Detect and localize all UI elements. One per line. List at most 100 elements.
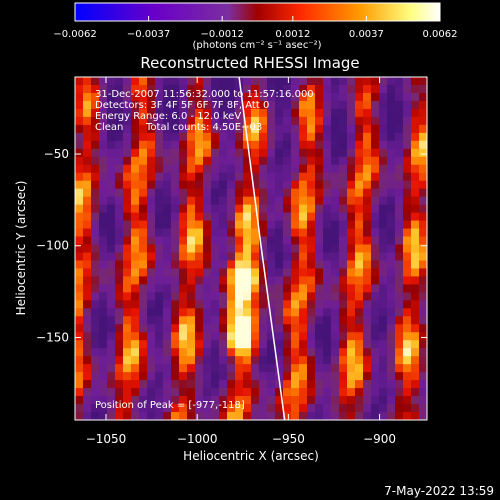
heatmap-cell [163, 412, 172, 420]
heatmap-cell [155, 316, 164, 325]
heatmap-cell [299, 100, 308, 110]
heatmap-cell [139, 148, 148, 158]
heatmap-cell [227, 284, 236, 293]
heatmap-cell [211, 204, 220, 214]
heatmap-cell [323, 316, 332, 325]
heatmap-cell [147, 244, 156, 254]
heatmap-cell [187, 84, 196, 94]
heatmap-cell [243, 372, 252, 381]
heatmap-cell [147, 204, 156, 214]
heatmap-cell [331, 412, 340, 420]
heatmap-cell [203, 276, 212, 285]
heatmap-cell [163, 332, 172, 341]
heatmap-cell [131, 396, 140, 405]
heatmap-cell [403, 228, 412, 238]
heatmap-cell [203, 332, 212, 341]
heatmap-cell [283, 188, 292, 198]
heatmap-cell [99, 252, 108, 262]
heatmap-cell [115, 220, 124, 230]
heatmap-cell [355, 132, 364, 142]
heatmap-cell [323, 124, 332, 134]
heatmap-cell [291, 220, 300, 230]
heatmap-cell [395, 148, 404, 158]
heatmap-cell [163, 308, 172, 317]
heatmap-cell [299, 292, 308, 301]
heatmap-cell [179, 236, 188, 246]
heatmap-cell [83, 268, 92, 278]
heatmap-cell [75, 260, 84, 270]
heatmap-cell [307, 364, 316, 373]
heatmap-cell [251, 132, 260, 142]
heatmap-cell [107, 116, 116, 126]
heatmap-cell [163, 348, 172, 357]
heatmap-cell [107, 348, 116, 357]
heatmap-cell [403, 172, 412, 182]
heatmap-cell [211, 340, 220, 349]
heatmap-cell [123, 92, 132, 102]
heatmap-cell [395, 260, 404, 270]
heatmap-cell [347, 292, 356, 301]
heatmap-cell [283, 92, 292, 102]
heatmap-cell [235, 388, 244, 397]
heatmap-cell [219, 404, 228, 413]
heatmap-cell [395, 308, 404, 317]
heatmap-cell [275, 196, 284, 206]
heatmap-cell [211, 188, 220, 198]
heatmap-cell [107, 396, 116, 405]
heatmap-cell [163, 164, 172, 174]
heatmap-cell [171, 388, 180, 397]
heatmap-cell [323, 396, 332, 405]
heatmap-cell [99, 220, 108, 230]
heatmap-cell [339, 292, 348, 301]
heatmap-cell [411, 77, 420, 86]
heatmap-cell [371, 284, 380, 293]
heatmap-cell [147, 252, 156, 262]
heatmap-cell [419, 164, 427, 174]
heatmap-cell [339, 252, 348, 262]
heatmap-cell [371, 77, 380, 86]
heatmap-cell [171, 300, 180, 309]
heatmap-cell [379, 348, 388, 357]
heatmap-cell [395, 252, 404, 262]
chart-title: Reconstructed RHESSI Image [140, 54, 359, 72]
heatmap-cell [195, 220, 204, 230]
heatmap-cell [163, 116, 172, 126]
heatmap-cell [291, 188, 300, 198]
heatmap-cell [355, 180, 364, 190]
heatmap-cell [259, 292, 268, 301]
heatmap-cell [299, 364, 308, 373]
heatmap-cell [75, 100, 84, 110]
heatmap-cell [75, 340, 84, 349]
heatmap-cell [163, 132, 172, 142]
heatmap-cell [83, 204, 92, 214]
heatmap-cell [363, 412, 372, 420]
heatmap-cell [211, 124, 220, 134]
heatmap-cell [403, 252, 412, 262]
heatmap-cell [331, 124, 340, 134]
heatmap-cell [331, 380, 340, 389]
heatmap-cell [331, 364, 340, 373]
heatmap-cell [147, 372, 156, 381]
heatmap-cell [203, 228, 212, 238]
heatmap-cell [147, 196, 156, 206]
heatmap-cell [283, 404, 292, 413]
heatmap-cell [211, 268, 220, 278]
heatmap-cell [371, 396, 380, 405]
heatmap-cell [283, 316, 292, 325]
heatmap-cell [347, 124, 356, 134]
heatmap-cell [363, 300, 372, 309]
heatmap-cell [83, 404, 92, 413]
heatmap-cell [355, 404, 364, 413]
heatmap-cell [379, 412, 388, 420]
colorbar-tick-label: 0.0062 [423, 29, 458, 40]
heatmap-cell [123, 196, 132, 206]
heatmap-cell [123, 172, 132, 182]
heatmap-cell [403, 332, 412, 341]
heatmap-cell [163, 244, 172, 254]
heatmap-cell [235, 356, 244, 365]
heatmap-cell [115, 316, 124, 325]
heatmap-cell [91, 348, 100, 357]
heatmap-cell [387, 332, 396, 341]
heatmap-cell [83, 228, 92, 238]
heatmap-cell [283, 164, 292, 174]
